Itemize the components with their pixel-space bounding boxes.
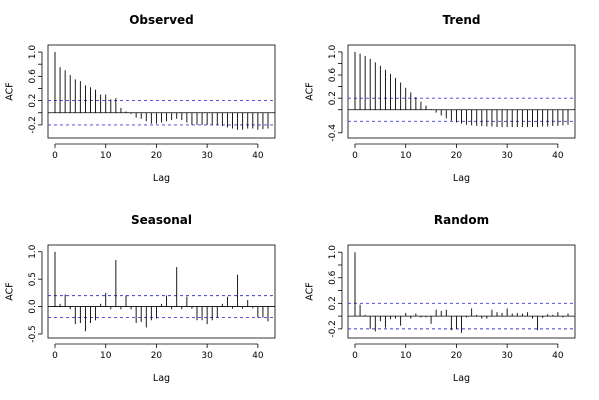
y-tick-label: 0.6: [328, 270, 338, 285]
y-axis-label: ACF: [5, 282, 16, 300]
chart-title: Trend: [442, 13, 480, 27]
y-axis-label: ACF: [305, 282, 316, 300]
chart-title: Seasonal: [131, 213, 192, 227]
x-tick-label: 0: [352, 151, 358, 161]
x-tick-label: 40: [252, 151, 264, 161]
chart-title: Random: [434, 213, 489, 227]
y-tick-label: 0.0: [28, 299, 38, 314]
x-tick-label: 30: [201, 151, 213, 161]
x-tick-label: 10: [100, 351, 112, 361]
x-tick-label: 10: [100, 151, 112, 161]
plot-frame: [347, 44, 576, 139]
x-tick-label: 30: [501, 351, 513, 361]
y-tick-label: -0.2: [28, 116, 38, 134]
y-tick-label: 0.5: [28, 272, 38, 286]
x-tick-label: 20: [151, 151, 163, 161]
y-tick-label: 0.6: [328, 68, 338, 83]
y-tick-label: 1.0: [328, 245, 338, 260]
acf-panel-random: Random 0 10 20 30 40 Lag -0.2 0.2 0.6 1.0 ACF: [305, 213, 576, 384]
y-tick-label: 0.2: [328, 91, 338, 105]
x-tick-label: 40: [552, 151, 564, 161]
x-tick-label: 40: [552, 351, 564, 361]
y-tick-label: 1.0: [28, 45, 38, 60]
x-tick-label: 20: [451, 351, 463, 361]
plot-frame: [47, 44, 276, 139]
acf-panel-seasonal: Seasonal 0 10 20 30 40 Lag -0.5 0.0 0.5 1.0 ACF: [5, 213, 276, 384]
x-tick-label: 20: [151, 351, 163, 361]
x-tick-label: 40: [252, 351, 264, 361]
x-axis-label: Lag: [453, 373, 470, 384]
x-tick-label: 0: [52, 151, 58, 161]
acf-panel-observed: Observed 0 10 20 30 40 Lag -0.2 0.2 0.6 1.0 ACF: [5, 13, 276, 184]
x-tick-label: 0: [352, 351, 358, 361]
x-tick-label: 10: [400, 351, 412, 361]
y-axis-label: ACF: [305, 82, 316, 100]
chart-title: Observed: [129, 13, 194, 27]
x-tick-label: 10: [400, 151, 412, 161]
y-tick-label: -0.5: [28, 325, 38, 343]
x-tick-label: 20: [451, 151, 463, 161]
y-tick-label: 0.2: [328, 296, 338, 310]
x-axis-label: Lag: [153, 173, 170, 184]
y-tick-label: 0.6: [28, 69, 38, 84]
y-tick-label: 0.2: [28, 93, 38, 107]
x-axis-label: Lag: [453, 173, 470, 184]
x-tick-label: 0: [52, 351, 58, 361]
plot-frame: [347, 244, 576, 339]
acf-panel-trend: Trend 0 10 20 30 40 Lag -0.4 0.2 0.6 1.0 ACF: [305, 13, 576, 184]
y-axis-label: ACF: [5, 82, 16, 100]
x-axis-label: Lag: [153, 373, 170, 384]
y-tick-label: 1.0: [328, 44, 338, 59]
x-tick-label: 30: [201, 351, 213, 361]
y-tick-label: 1.0: [28, 244, 38, 259]
plot-frame: [47, 244, 276, 339]
x-tick-label: 30: [501, 151, 513, 161]
y-tick-label: -0.2: [328, 320, 338, 338]
y-tick-label: -0.4: [328, 124, 338, 142]
